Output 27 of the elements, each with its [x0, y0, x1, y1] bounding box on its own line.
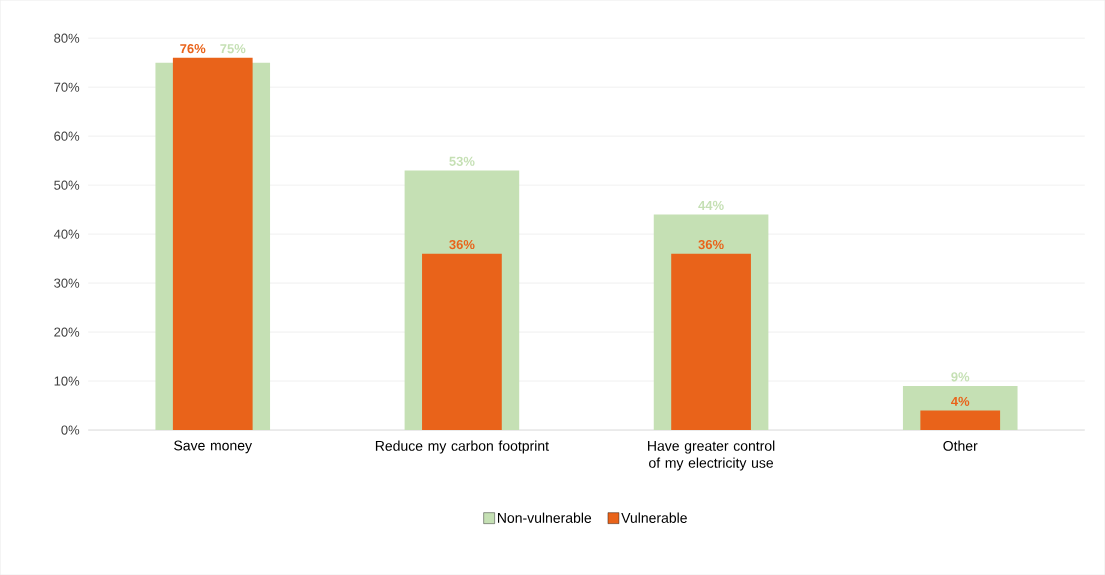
legend-label: Vulnerable	[621, 512, 687, 523]
data-label: 75%	[220, 43, 246, 54]
bar	[422, 253, 502, 430]
y-tick-label: 40%	[53, 229, 80, 239]
y-tick-label: 60%	[54, 131, 80, 141]
y-tick-label: 0%	[61, 425, 80, 435]
data-label: 44%	[698, 200, 724, 210]
y-tick-label: 30%	[54, 278, 80, 288]
x-tick-label: Other	[943, 440, 978, 451]
y-tick-label: 20%	[54, 327, 80, 337]
legend-label: Non-vulnerable	[497, 512, 592, 523]
data-label: 53%	[449, 156, 475, 166]
x-tick-label: Reduce my carbon footprint	[375, 440, 549, 454]
x-tick-label: Save money	[174, 440, 252, 454]
bar	[671, 253, 751, 430]
x-tick-label: Have greater control of my electricity use	[648, 440, 775, 471]
data-label: 4%	[951, 396, 970, 406]
bar	[920, 410, 1001, 430]
data-label: 36%	[449, 239, 475, 250]
bar	[172, 57, 253, 430]
data-label: 36%	[698, 239, 724, 250]
data-label: 9%	[951, 372, 970, 382]
y-tick-label: 10%	[54, 376, 80, 386]
y-tick-label: 70%	[54, 82, 80, 92]
y-tick-label: 80%	[54, 33, 80, 43]
data-label: 76%	[180, 43, 206, 54]
y-tick-label: 50%	[54, 180, 80, 190]
